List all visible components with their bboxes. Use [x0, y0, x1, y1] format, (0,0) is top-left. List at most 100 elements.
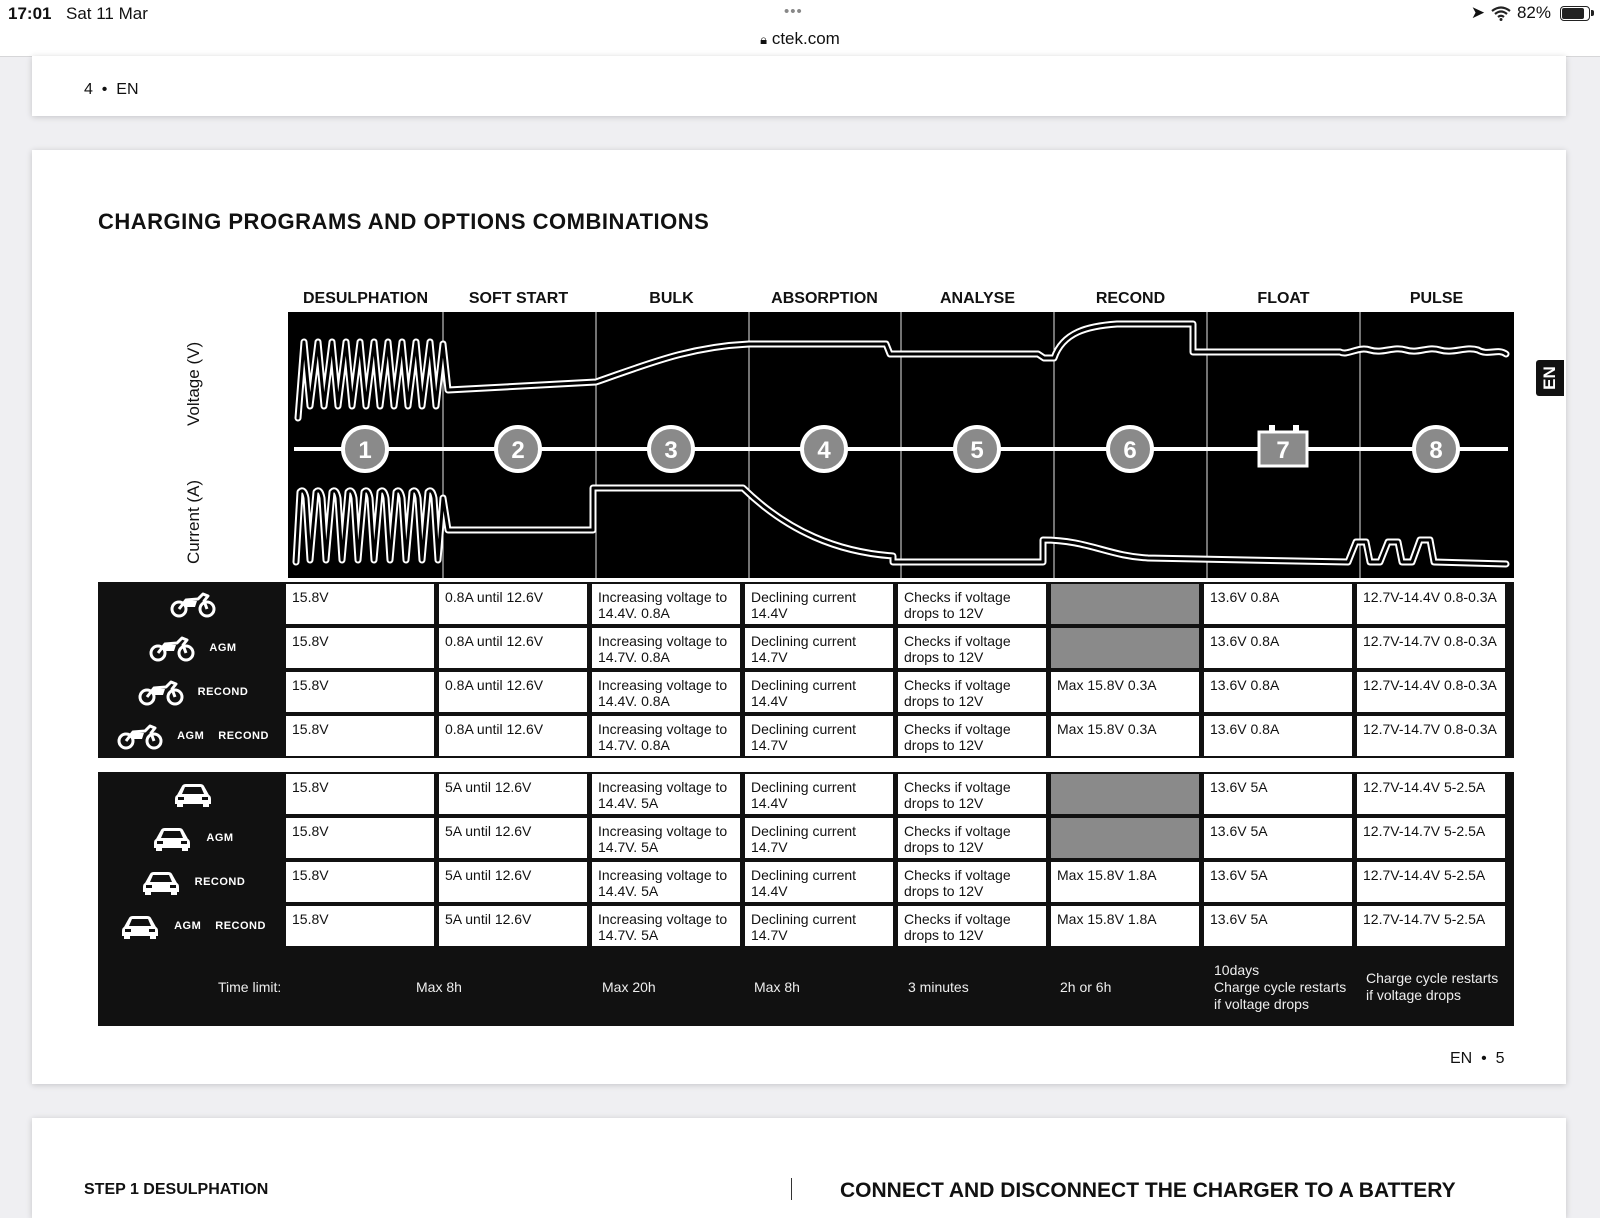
page-title: CHARGING PROGRAMS AND OPTIONS COMBINATIO… — [98, 209, 710, 234]
mode-label-agm: AGM — [177, 730, 205, 742]
step-number: 5 — [970, 437, 983, 464]
motorcycle-cell-desulphation: 15.8V — [286, 584, 434, 624]
car-cell-recond — [1051, 774, 1199, 814]
current-curve — [292, 484, 1510, 568]
motorcycle-cell-recond — [1051, 628, 1199, 668]
car-cell-bulk: Increasing voltage to 14.7V. 5A — [592, 818, 740, 858]
car-cell-analyse: Checks if voltage drops to 12V — [898, 862, 1046, 902]
motorcycle-cell-recond — [1051, 584, 1199, 624]
step-number: 3 — [664, 437, 677, 464]
car-cell-analyse: Checks if voltage drops to 12V — [898, 818, 1046, 858]
mode-label-agm: AGM — [209, 642, 237, 654]
voltage-axis-label: Voltage (V) — [184, 341, 203, 426]
car-cell-pulse: 12.7V-14.4V 5-2.5A — [1357, 862, 1505, 902]
next-page — [32, 1118, 1566, 1218]
step-3-marker: 3 — [647, 425, 695, 473]
battery-icon — [1560, 5, 1594, 21]
mode-label-recond: RECOND — [215, 920, 266, 932]
step-number: 8 — [1429, 437, 1442, 464]
car-cell-absorption: Declining current 14.7V — [745, 906, 893, 946]
motorcycle-cell-float: 13.6V 0.8A — [1204, 672, 1352, 712]
motorcycle-row: AGM RECOND 15.8V 0.8A until 12.6V Increasing… — [98, 714, 1514, 758]
car-row: AGM 15.8V 5A until 12.6V Increasing voltage… — [98, 816, 1514, 860]
motorcycle-cell-pulse: 12.7V-14.7V 0.8-0.3A — [1357, 628, 1505, 668]
mode-label-recond: RECOND — [218, 730, 269, 742]
step-number: 1 — [358, 437, 371, 464]
status-icons: ➤ 82% — [1471, 3, 1594, 23]
status-bar: 17:01 Sat 11 Mar ••• 🔒︎ ctek.com ➤ 82% — [0, 0, 1600, 57]
step-number: 6 — [1123, 437, 1136, 464]
battery-percent: 82% — [1516, 3, 1551, 22]
column-header-bulk: BULK — [649, 290, 694, 307]
car-icon — [122, 916, 159, 939]
motorcycle-cell-absorption: Declining current 14.4V — [745, 672, 893, 712]
car-cell-absorption: Declining current 14.7V — [745, 818, 893, 858]
car-cell-soft-start: 5A until 12.6V — [439, 862, 587, 902]
current-axis-label: Current (A) — [184, 479, 203, 564]
car-cell-soft-start: 5A until 12.6V — [439, 906, 587, 946]
motorcycle-cell-analyse: Checks if voltage drops to 12V — [898, 716, 1046, 756]
motorcycle-cell-absorption: Declining current 14.4V — [745, 584, 893, 624]
motorcycle-cell-bulk: Increasing voltage to 14.4V. 0.8A — [592, 672, 740, 712]
step-number: 7 — [1276, 437, 1289, 464]
motorcycle-cell-desulphation: 15.8V — [286, 628, 434, 668]
column-header-absorption: ABSORPTION — [771, 290, 878, 307]
motorcycle-mode-icons: AGM RECOND — [98, 714, 288, 758]
motorcycle-cell-desulphation: 15.8V — [286, 716, 434, 756]
time-limit-bulk: Max 20h — [602, 978, 656, 995]
car-cell-bulk: Increasing voltage to 14.4V. 5A — [592, 862, 740, 902]
motorcycle-icon — [138, 680, 184, 706]
car-cell-bulk: Increasing voltage to 14.4V. 5A — [592, 774, 740, 814]
time-limit-float: 10days Charge cycle restarts if voltage … — [1214, 961, 1347, 1012]
step-6-marker: 6 — [1106, 425, 1154, 473]
url-bar[interactable]: 🔒︎ ctek.com — [0, 29, 1600, 49]
car-cell-recond: Max 15.8V 1.8A — [1051, 862, 1199, 902]
step-2-marker: 2 — [494, 425, 542, 473]
motorcycle-cell-soft-start: 0.8A until 12.6V — [439, 584, 587, 624]
car-cell-recond: Max 15.8V 1.8A — [1051, 906, 1199, 946]
car-mode-icons: AGM RECOND — [98, 904, 288, 948]
car-cell-soft-start: 5A until 12.6V — [439, 818, 587, 858]
date: Sat 11 Mar — [66, 4, 148, 23]
column-header-pulse: PULSE — [1409, 290, 1464, 307]
motorcycle-row: RECOND 15.8V 0.8A until 12.6V Increasing vo… — [98, 670, 1514, 714]
lock-icon: 🔒︎ — [760, 32, 768, 47]
car-cell-analyse: Checks if voltage drops to 12V — [898, 906, 1046, 946]
column-header-soft-start: SOFT START — [468, 290, 569, 307]
motorcycle-cell-analyse: Checks if voltage drops to 12V — [898, 584, 1046, 624]
motorcycle-cell-recond: Max 15.8V 0.3A — [1051, 672, 1199, 712]
motorcycle-cell-analyse: Checks if voltage drops to 12V — [898, 628, 1046, 668]
car-cell-desulphation: 15.8V — [286, 818, 434, 858]
step-8-marker: 8 — [1412, 425, 1460, 473]
step-4-marker: 4 — [800, 425, 848, 473]
motorcycle-cell-float: 13.6V 0.8A — [1204, 716, 1352, 756]
step-number: 2 — [511, 437, 524, 464]
motorcycle-cell-bulk: Increasing voltage to 14.7V. 0.8A — [592, 716, 740, 756]
column-header-recond: RECOND — [1095, 290, 1166, 307]
mode-label-recond: RECOND — [194, 876, 246, 888]
car-cell-desulphation: 15.8V — [286, 906, 434, 946]
motorcycle-cell-float: 13.6V 0.8A — [1204, 584, 1352, 624]
motorcycle-mode-icons: RECOND — [98, 670, 288, 714]
car-cell-desulphation: 15.8V — [286, 774, 434, 814]
time-limit-soft-start: Max 8h — [416, 978, 462, 995]
motorcycle-mode-icons — [98, 582, 288, 626]
motorcycle-cell-pulse: 12.7V-14.4V 0.8-0.3A — [1357, 672, 1505, 712]
motorcycle-cell-analyse: Checks if voltage drops to 12V — [898, 672, 1046, 712]
car-mode-icons: RECOND — [98, 860, 288, 904]
time-limit-absorption: Max 8h — [754, 978, 800, 995]
car-cell-float: 13.6V 5A — [1204, 906, 1352, 946]
car-cell-float: 13.6V 5A — [1204, 818, 1352, 858]
motorcycle-cell-bulk: Increasing voltage to 14.4V. 0.8A — [592, 584, 740, 624]
previous-page — [32, 56, 1566, 116]
more-dots[interactable]: ••• — [784, 3, 803, 20]
car-mode-icons: AGM — [98, 816, 288, 860]
car-program-table: 15.8V 5A until 12.6V Increasing voltage to… — [98, 772, 1514, 948]
motorcycle-row: AGM 15.8V 0.8A until 12.6V Increasing volta… — [98, 626, 1514, 670]
column-divider — [791, 1178, 792, 1200]
step-5-marker: 5 — [953, 425, 1001, 473]
time-limit-analyse: 3 minutes — [908, 978, 969, 995]
motorcycle-cell-pulse: 12.7V-14.4V 0.8-0.3A — [1357, 584, 1505, 624]
motorcycle-program-table: 15.8V 0.8A until 12.6V Increasing voltage … — [98, 582, 1514, 758]
car-mode-icons — [98, 772, 288, 816]
